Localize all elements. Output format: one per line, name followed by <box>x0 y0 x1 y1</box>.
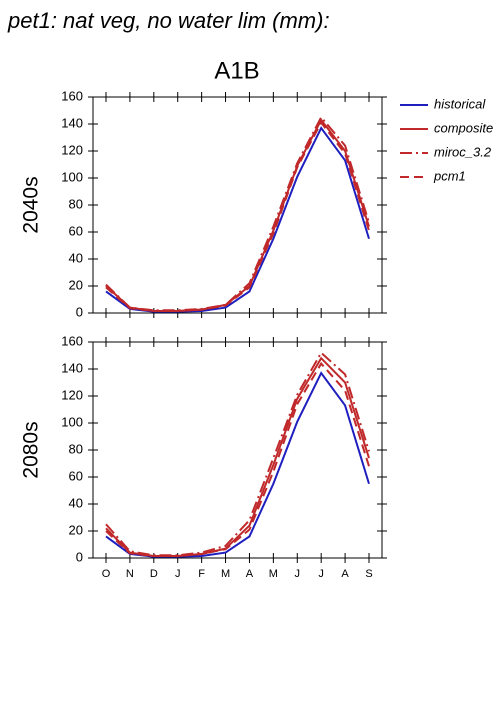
legend-label: pcm1 <box>433 168 466 183</box>
series-line <box>105 371 370 558</box>
series-line <box>105 118 370 312</box>
x-tick-label: J <box>295 568 301 580</box>
scenario-title: A1B <box>214 57 259 84</box>
y-tick-label: 140 <box>61 115 83 130</box>
y-tick-label: 160 <box>61 88 83 103</box>
y-tick-label: 160 <box>61 333 83 348</box>
y-tick-label: 0 <box>76 549 83 564</box>
x-tick-label: N <box>126 568 134 580</box>
x-tick-label: M <box>269 568 278 580</box>
x-tick-label: A <box>246 568 254 580</box>
x-tick-label: A <box>341 568 349 580</box>
legend-label: historical <box>434 96 486 111</box>
y-tick-label: 20 <box>69 522 83 537</box>
y-tick-label: 100 <box>61 169 83 184</box>
x-tick-label: S <box>365 568 372 580</box>
y-tick-label: 80 <box>69 196 83 211</box>
series-line <box>105 120 370 312</box>
x-tick-label: D <box>150 568 158 580</box>
x-tick-label: M <box>221 568 230 580</box>
legend-label: miroc_3.2 <box>434 144 492 159</box>
plot-frame <box>92 96 383 314</box>
plot-frame <box>92 341 383 559</box>
series-line <box>105 351 370 557</box>
series-line <box>105 356 370 557</box>
y-tick-label: 120 <box>61 387 83 402</box>
y-tick-label: 60 <box>69 468 83 483</box>
y-tick-label: 140 <box>61 360 83 375</box>
y-tick-label: 80 <box>69 441 83 456</box>
x-tick-label: J <box>175 568 181 580</box>
y-tick-label: 120 <box>61 142 83 157</box>
legend-label: composite <box>434 120 493 135</box>
y-tick-label: 100 <box>61 414 83 429</box>
y-tick-label: 0 <box>76 304 83 319</box>
y-axis-label: 2080s <box>20 421 43 478</box>
x-tick-label: F <box>198 568 205 580</box>
series-line <box>105 115 370 312</box>
y-tick-label: 20 <box>69 277 83 292</box>
x-tick-label: J <box>318 568 324 580</box>
x-tick-label: O <box>102 568 111 580</box>
y-tick-label: 40 <box>69 495 83 510</box>
series-line <box>105 361 370 557</box>
y-tick-label: 60 <box>69 223 83 238</box>
y-tick-label: 40 <box>69 250 83 265</box>
series-line <box>105 126 370 313</box>
y-axis-label: 2040s <box>20 176 43 233</box>
page-title: pet1: nat veg, no water lim (mm): <box>7 8 330 33</box>
